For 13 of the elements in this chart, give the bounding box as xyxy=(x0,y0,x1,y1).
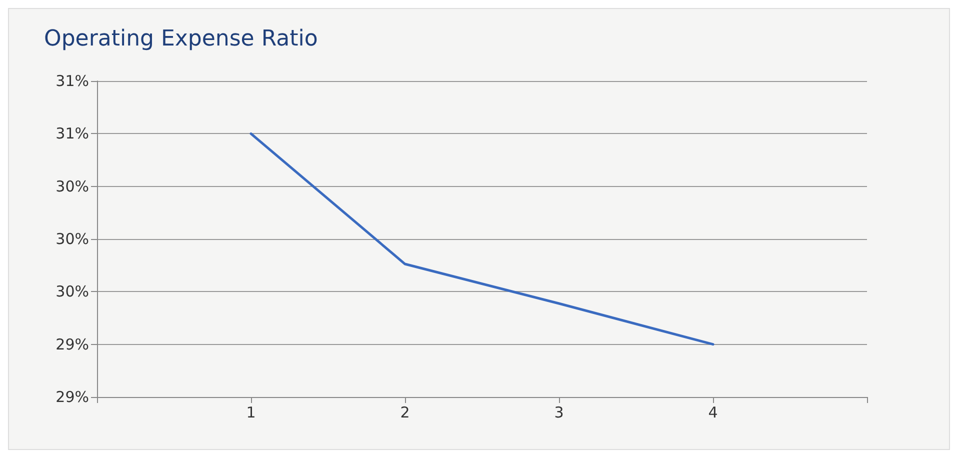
y-tick-label: 30% xyxy=(56,282,89,301)
line-series xyxy=(250,132,714,346)
x-tick-label: 2 xyxy=(400,404,410,422)
y-tick-label: 30% xyxy=(56,177,89,196)
y-tick-label: 29% xyxy=(56,388,89,406)
y-tick-label: 29% xyxy=(56,335,89,354)
x-tick-label: 3 xyxy=(554,404,564,422)
x-tick-label: 4 xyxy=(708,404,718,422)
x-tick-label: 1 xyxy=(246,404,256,422)
y-tick-label: 31% xyxy=(56,72,89,90)
chart-title: Operating Expense Ratio xyxy=(44,26,318,52)
y-tick-label: 31% xyxy=(56,124,89,143)
y-tick-label: 30% xyxy=(56,230,89,248)
